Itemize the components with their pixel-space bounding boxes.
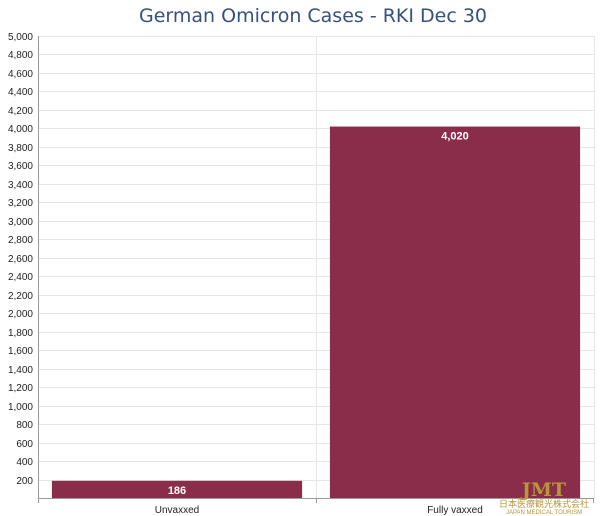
y-tick-label: 4,800	[8, 50, 33, 61]
bar	[329, 126, 581, 498]
y-tick-label: 3,600	[8, 161, 33, 172]
y-tick-label: 4,200	[8, 106, 33, 117]
y-tick-label: 3,000	[8, 217, 33, 228]
watermark-logo-mark: JMT	[520, 479, 566, 501]
y-tick-label: 4,400	[8, 87, 33, 98]
y-tick-label: 400	[16, 457, 33, 468]
y-tick-label: 2,200	[8, 291, 33, 302]
y-tick-label: 4,000	[8, 124, 33, 135]
bar	[51, 480, 303, 498]
chart-title: German Omicron Cases - RKI Dec 30	[139, 5, 487, 27]
y-tick-label: 1,200	[8, 383, 33, 394]
watermark-company-jp: 日本医療観光株式会社	[499, 498, 589, 509]
y-tick-label: 600	[16, 439, 33, 450]
x-tick-label: Unvaxxed	[155, 505, 199, 516]
y-tick-label: 1,600	[8, 346, 33, 357]
watermark-company-en: JAPAN MEDICAL TOURISM	[506, 510, 582, 516]
y-tick-label: 5,000	[8, 32, 33, 43]
y-tick-label: 3,800	[8, 143, 33, 154]
bar-data-label: 4,020	[441, 131, 469, 143]
y-tick-label: 1,800	[8, 328, 33, 339]
bar-data-label: 186	[168, 485, 186, 497]
bars: 186 4,020	[51, 126, 581, 498]
y-tick-label: 800	[16, 420, 33, 431]
y-tick-label: 3,400	[8, 180, 33, 191]
y-tick-label: 200	[16, 476, 33, 487]
y-tick-label: 1,000	[8, 402, 33, 413]
y-axis: 200 400 600 800 1,000 1,200 1,400 1,600 1,800 2,0…	[8, 32, 39, 498]
y-tick-label: 1,400	[8, 365, 33, 376]
y-tick-label: 2,400	[8, 272, 33, 283]
x-axis: Unvaxxed Fully vaxxed	[38, 498, 594, 516]
x-tick-label: Fully vaxxed	[427, 505, 483, 516]
y-tick-label: 4,600	[8, 69, 33, 80]
y-tick-label: 3,200	[8, 198, 33, 209]
jmt-watermark-logo: JMT 日本医療観光株式会社 JAPAN MEDICAL TOURISM	[499, 479, 589, 516]
y-tick-label: 2,600	[8, 254, 33, 265]
y-tick-label: 2,800	[8, 235, 33, 246]
y-tick-label: 2,000	[8, 309, 33, 320]
